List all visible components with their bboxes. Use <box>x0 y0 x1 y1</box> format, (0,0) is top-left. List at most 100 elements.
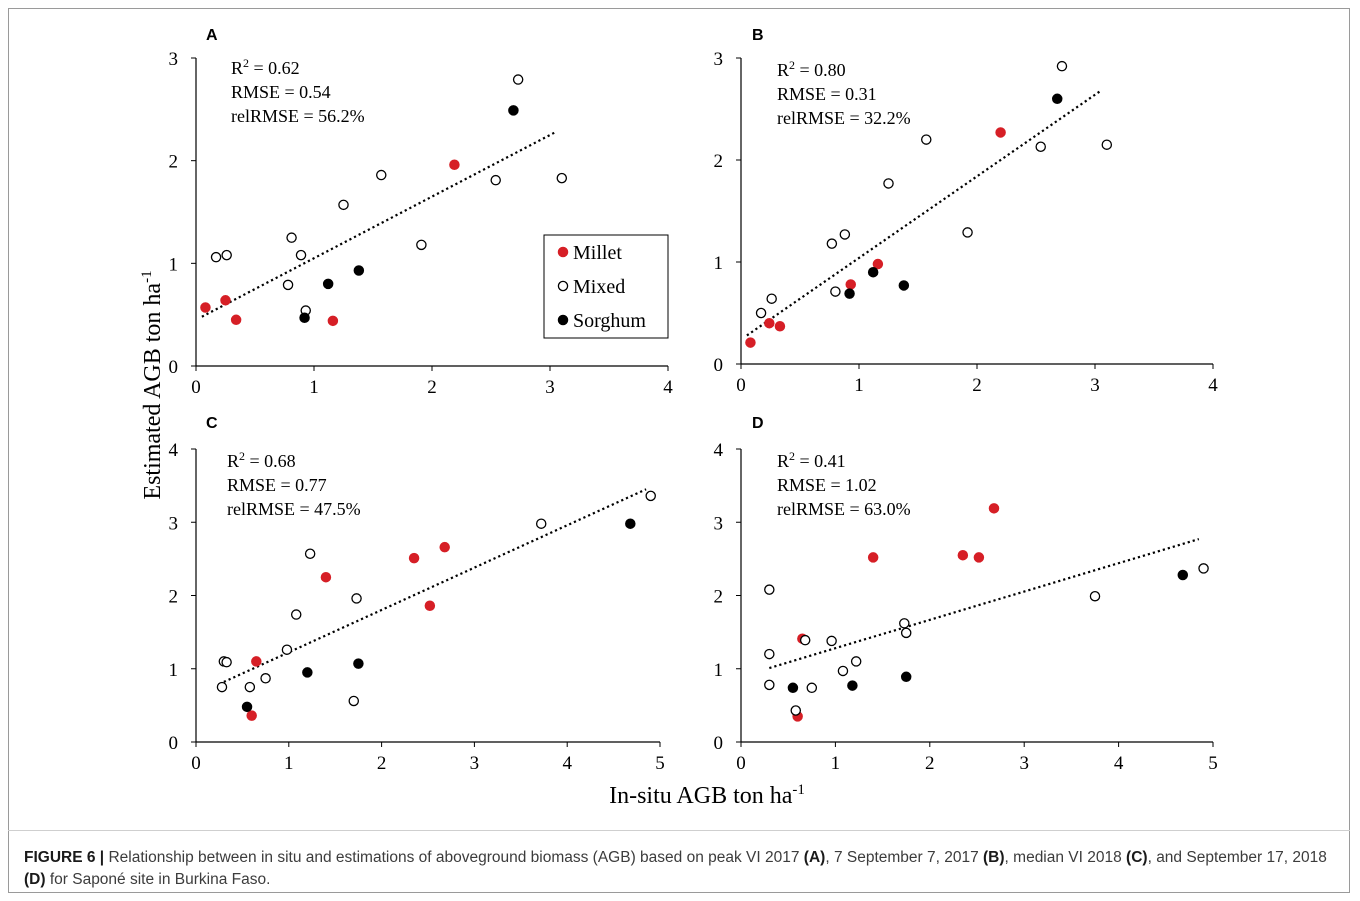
y-tick-label-d: 0 <box>714 733 724 754</box>
sorghum-point-d <box>1177 569 1189 581</box>
panel-letter-c: C <box>206 415 218 432</box>
trendline-c <box>223 488 647 683</box>
millet-point-b <box>995 127 1006 138</box>
mixed-point-d <box>837 665 849 677</box>
y-tick-label-b: 3 <box>714 49 724 70</box>
sorghum-point-b <box>1051 93 1063 105</box>
x-tick-label-a: 2 <box>427 377 437 398</box>
millet-point-b <box>774 321 786 332</box>
mixed-point-a <box>376 169 387 181</box>
stats-line-d: R2 = 0.41 <box>777 449 846 471</box>
caption-ref-c: (C) <box>1126 849 1148 866</box>
mixed-point-b <box>826 238 838 249</box>
mixed-point-a <box>556 172 568 184</box>
millet-point-c <box>251 656 262 667</box>
millet-point-c <box>408 552 420 564</box>
stats-line-c: R2 = 0.68 <box>227 449 296 471</box>
millet-point-c <box>439 541 450 553</box>
figure-frame <box>8 8 1350 893</box>
x-axis-label: In-situ AGB ton ha-1 <box>609 782 805 809</box>
sorghum-point-a <box>353 265 365 276</box>
millet-point-a <box>220 295 231 306</box>
x-tick-label-c: 2 <box>377 753 387 774</box>
y-tick-label-c: 4 <box>169 440 179 461</box>
stats-line-d: RMSE = 1.02 <box>777 475 877 495</box>
legend-marker-sorghum <box>557 314 569 326</box>
mixed-point-a <box>490 174 501 186</box>
mixed-point-b <box>830 286 841 297</box>
mixed-point-d <box>764 648 775 660</box>
millet-point-d <box>973 552 985 563</box>
y-axis-label: Estimated AGB ton ha-1 <box>139 270 166 499</box>
y-tick-label-d: 3 <box>714 513 724 534</box>
legend: Millet Mixed Sorghum <box>543 234 669 339</box>
panel-b: 0 1 2 3 4 0 1 2 3 B R2 = 0.80 RMSE = 0.31 relRMSE = … <box>714 27 1219 396</box>
millet-point-c <box>246 710 257 721</box>
figure-caption: FIGURE 6 | Relationship between in situ … <box>24 847 1344 891</box>
x-tick-label-a: 0 <box>191 377 201 398</box>
mixed-point-d <box>850 656 862 667</box>
millet-point-c <box>424 600 436 612</box>
mixed-point-d <box>806 682 818 694</box>
x-tick-label-c: 5 <box>655 753 665 774</box>
millet-point-d <box>957 549 969 561</box>
x-tick-label-d: 0 <box>736 753 746 774</box>
panel-letter-a: A <box>206 27 218 44</box>
mixed-point-c <box>244 681 256 693</box>
caption-text-1: Relationship between in situ and estimat… <box>104 849 804 866</box>
mixed-point-b <box>1035 141 1046 152</box>
sorghum-point-c <box>625 518 636 529</box>
stats-line-a: relRMSE = 56.2% <box>231 106 365 126</box>
y-tick-label-a: 1 <box>169 254 179 275</box>
stats-line-a: RMSE = 0.54 <box>231 82 331 102</box>
caption-ref-a: (A) <box>803 849 826 866</box>
x-tick-label-c: 3 <box>470 753 480 774</box>
mixed-point-c <box>290 609 302 620</box>
mixed-point-d <box>790 705 802 716</box>
x-tick-label-d: 4 <box>1114 753 1124 774</box>
sorghum-point-c <box>353 658 364 669</box>
y-tick-label-a: 0 <box>169 357 179 378</box>
mixed-point-d <box>899 618 910 629</box>
mixed-point-c <box>281 644 293 655</box>
legend-marker-millet <box>557 246 569 258</box>
x-tick-label-a: 3 <box>545 377 555 398</box>
mixed-point-c <box>304 548 316 559</box>
mixed-point-a <box>282 279 294 291</box>
legend-label-sorghum: Sorghum <box>573 310 646 332</box>
stats-line-a: R2 = 0.62 <box>231 56 300 78</box>
x-tick-label-d: 3 <box>1019 753 1029 774</box>
mixed-point-c <box>260 673 271 684</box>
mixed-point-a <box>286 232 297 243</box>
millet-point-b <box>745 337 756 348</box>
y-tick-label-a: 2 <box>169 152 179 173</box>
mixed-point-b <box>883 178 894 189</box>
x-tick-label-b: 0 <box>736 375 746 396</box>
mixed-point-b <box>766 293 777 304</box>
mixed-point-b <box>962 227 973 238</box>
x-tick-label-b: 4 <box>1208 375 1218 396</box>
stats-line-c: relRMSE = 47.5% <box>227 499 361 519</box>
y-tick-label-c: 3 <box>169 513 179 534</box>
millet-point-b <box>845 279 856 290</box>
sorghum-point-b <box>898 280 910 291</box>
mixed-point-d <box>764 584 775 595</box>
sorghum-point-a <box>299 312 310 323</box>
x-tick-label-a: 1 <box>309 377 319 398</box>
mixed-point-d <box>826 635 837 647</box>
mixed-point-c <box>221 656 232 668</box>
legend-label-millet: Millet <box>573 242 622 264</box>
trendline-b <box>746 89 1102 337</box>
mixed-point-a <box>512 74 524 85</box>
caption-text-4: , and September 17, 2018 <box>1147 849 1327 866</box>
figure-6-plots: 0 1 2 3 4 0 1 2 3 A R2 = 0.62 RMSE = 0.54 relRMSE = … <box>139 27 1219 809</box>
mixed-point-b <box>839 229 851 240</box>
millet-point-d <box>867 552 879 563</box>
y-tick-label-c: 0 <box>169 733 179 754</box>
millet-point-a <box>230 314 242 326</box>
x-tick-label-b: 1 <box>854 375 864 396</box>
sorghum-point-b <box>867 266 879 278</box>
legend-marker-mixed <box>557 280 569 292</box>
mixed-point-c <box>216 681 228 693</box>
sorghum-point-c <box>302 667 313 678</box>
